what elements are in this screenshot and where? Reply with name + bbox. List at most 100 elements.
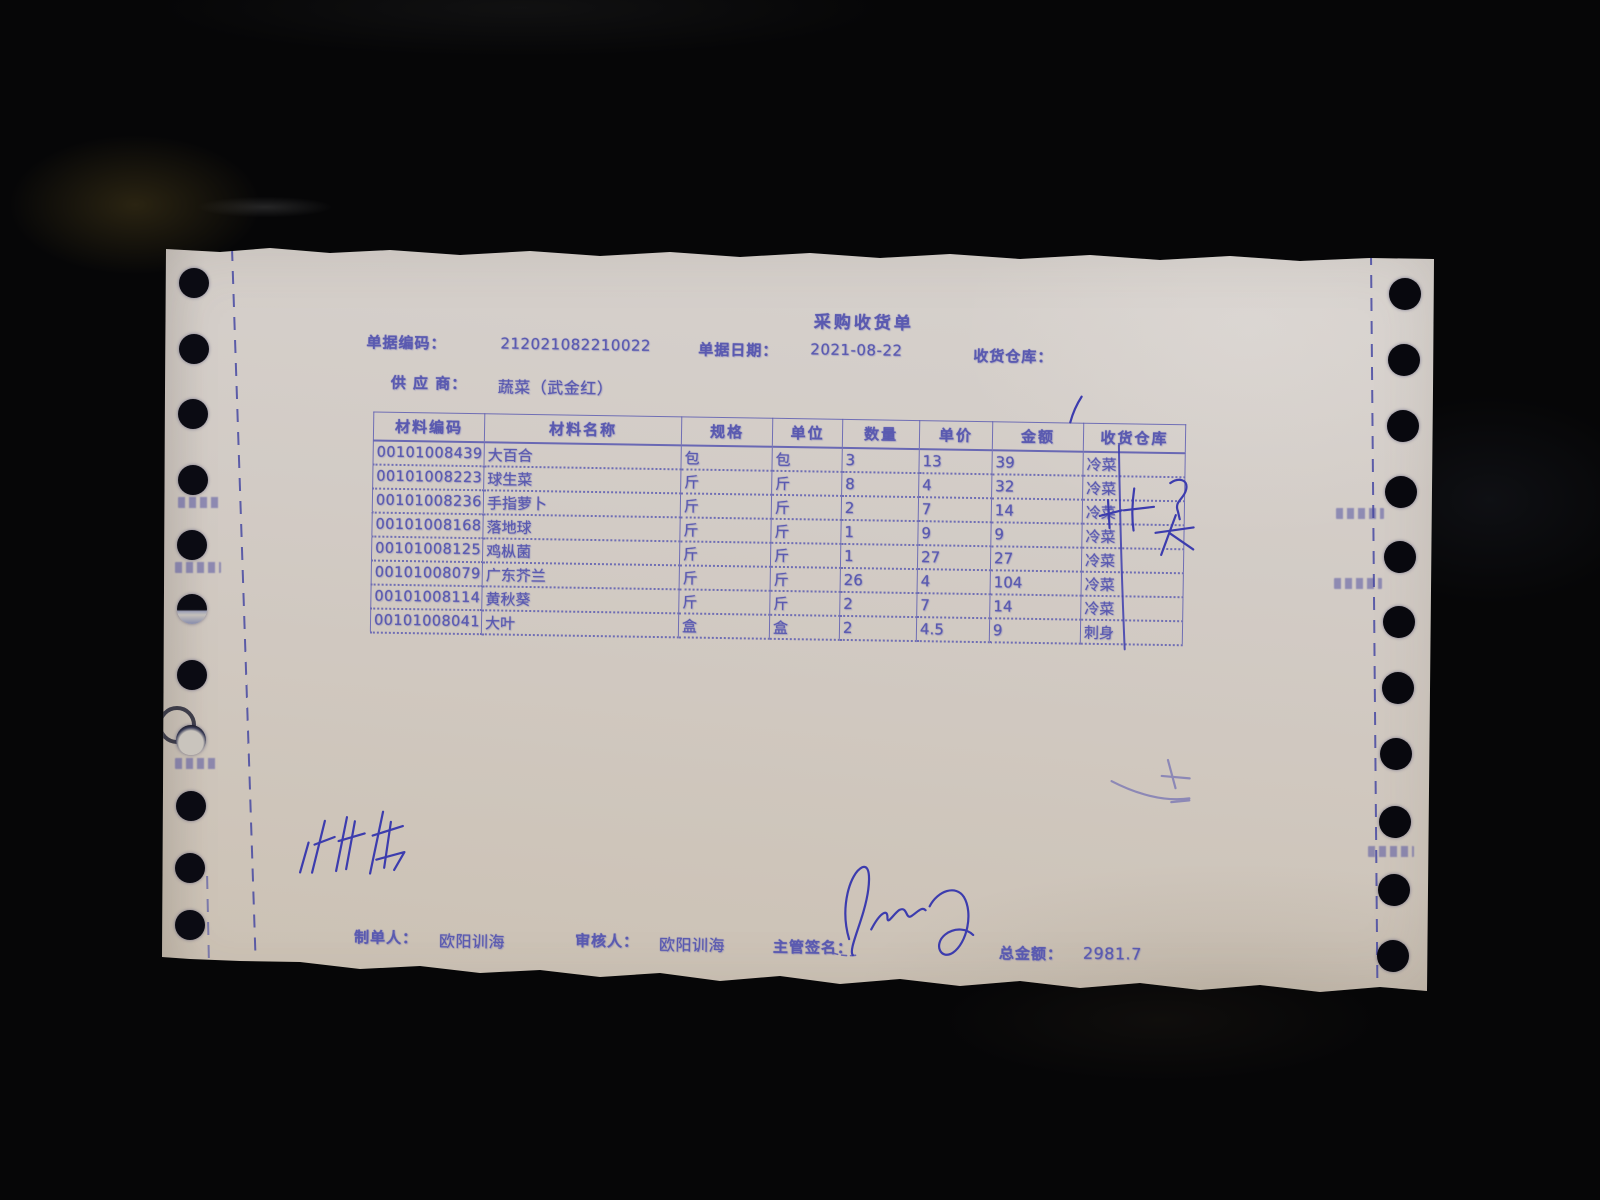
table-cell: 大叶 xyxy=(481,610,679,638)
material-table: 材料编码 材料名称 规格 单位 数量 单价 金额 收货仓库 00101008439 大百合包包 3… xyxy=(369,411,1187,647)
column-header: 数量 xyxy=(842,419,920,450)
pen-tick-mark xyxy=(1069,395,1083,424)
table-cell: 斤 xyxy=(770,542,841,568)
warehouse-label: 收货仓库： xyxy=(973,346,1054,367)
sprocket-hole xyxy=(176,791,206,821)
sprocket-hole xyxy=(177,660,207,690)
total-value: 2981.7 xyxy=(1082,943,1143,964)
maker-value: 欧阳训海 xyxy=(438,931,506,952)
auditor-value: 欧阳训海 xyxy=(658,935,726,956)
table-cell: 9 xyxy=(917,521,992,547)
edge-stamp xyxy=(175,562,221,573)
supplier-value: 蔬菜（武金红） xyxy=(497,377,614,399)
table-cell: 斤 xyxy=(680,469,772,495)
receipt-content: 采购收货单 单据编码： 212021082210022 单据日期： 2021-0… xyxy=(162,248,1434,992)
manager-signature xyxy=(832,866,975,957)
sprocket-hole xyxy=(178,399,208,429)
table-cell: 00101008125 xyxy=(371,536,483,563)
table-cell: 斤 xyxy=(680,493,772,519)
table-cell: 00101008223 xyxy=(372,464,484,491)
table-cell: 黄秋葵 xyxy=(481,586,680,614)
table-cell: 32 xyxy=(991,474,1083,500)
table-cell: 2 xyxy=(839,591,918,618)
sprocket-hole xyxy=(1378,874,1410,906)
table-cell: 7 xyxy=(916,593,991,619)
table-cell: 9 xyxy=(989,618,1081,644)
sprocket-hole xyxy=(1389,278,1421,310)
table-cell: 斤 xyxy=(769,590,841,616)
sprocket-hole xyxy=(1379,806,1411,838)
sprocket-hole xyxy=(178,465,208,495)
table-cell: 9 xyxy=(990,522,1083,548)
faint-pen-scribble xyxy=(1110,758,1191,804)
edge-stamp xyxy=(175,758,219,769)
table-cell: 斤 xyxy=(771,470,842,496)
table-cell: 斤 xyxy=(678,589,771,615)
table-cell: 包 xyxy=(771,446,843,472)
doc-number-label: 单据编码： xyxy=(366,333,447,353)
table-cell: 13 xyxy=(918,449,993,475)
table-cell: 00101008079 xyxy=(371,560,483,587)
pen-line-warehouse-column xyxy=(1117,444,1126,651)
auditor-label: 审核人： xyxy=(574,931,640,951)
column-header: 单位 xyxy=(772,418,843,448)
sprocket-hole xyxy=(177,594,207,624)
sprocket-hole xyxy=(1382,672,1414,704)
table-cell: 39 xyxy=(991,450,1084,476)
sprocket-hole xyxy=(175,910,205,940)
table-cell: 斤 xyxy=(679,541,771,567)
table-cell: 14 xyxy=(991,498,1083,524)
manager-sign-label: 主管签名： xyxy=(772,937,854,958)
table-cell: 包 xyxy=(680,445,773,471)
doc-date-label: 单据日期： xyxy=(698,340,779,360)
table-cell: 鸡枞菌 xyxy=(482,538,680,566)
table-cell: 斤 xyxy=(679,517,772,543)
table-cell: 27 xyxy=(990,546,1082,572)
sprocket-hole xyxy=(1384,541,1416,573)
handwriting-bottom-left xyxy=(298,810,406,875)
edge-stamp xyxy=(1336,508,1384,519)
table-cell: 斤 xyxy=(770,566,841,592)
table-cell: 球生菜 xyxy=(483,466,681,494)
table-cell: 4 xyxy=(917,569,991,595)
table-cell: 00101008114 xyxy=(370,584,483,611)
sprocket-hole xyxy=(1377,940,1409,972)
table-cell: 4.5 xyxy=(916,617,990,643)
table-cell: 3 xyxy=(841,447,920,474)
table-cell: 落地球 xyxy=(482,514,681,542)
table-cell: 00101008041 xyxy=(370,608,482,635)
sprocket-hole xyxy=(1388,344,1420,376)
edge-stamp xyxy=(1368,846,1414,857)
table-cell: 斤 xyxy=(770,518,842,544)
handwritten-margin-note xyxy=(1098,478,1195,557)
table-cell: 4 xyxy=(918,473,992,499)
maker-label: 制单人： xyxy=(353,928,419,948)
table-cell: 大百合 xyxy=(483,442,682,470)
edge-stamp xyxy=(178,497,222,508)
doc-number-value: 212021082210022 xyxy=(500,334,652,355)
page-title: 采购收货单 xyxy=(813,312,914,335)
column-header: 单价 xyxy=(919,420,993,451)
table-cell: 00101008168 xyxy=(371,512,484,539)
table-cell: 1 xyxy=(840,543,918,570)
table-cell: 104 xyxy=(990,570,1082,596)
sprocket-hole xyxy=(1385,476,1417,508)
table-cell: 1 xyxy=(840,519,919,546)
table-cell: 00101008236 xyxy=(372,488,484,515)
doc-date-value: 2021-08-22 xyxy=(810,340,903,360)
column-header: 材料编码 xyxy=(373,412,485,443)
table-cell: 7 xyxy=(918,497,992,523)
table-cell: 2 xyxy=(841,495,919,522)
table-cell: 盒 xyxy=(769,614,840,640)
total-label: 总金额： xyxy=(998,944,1064,964)
table-cell: 2 xyxy=(839,615,917,642)
table-cell: 盒 xyxy=(678,613,770,639)
table-cell: 8 xyxy=(841,471,919,498)
table-cell: 手指萝卜 xyxy=(483,490,681,518)
table-cell: 14 xyxy=(989,594,1082,620)
table-cell: 斤 xyxy=(771,494,842,520)
receipt-paper: 采购收货单 单据编码： 212021082210022 单据日期： 2021-0… xyxy=(162,248,1434,992)
edge-stamp xyxy=(1334,578,1382,589)
sprocket-hole xyxy=(179,334,209,364)
